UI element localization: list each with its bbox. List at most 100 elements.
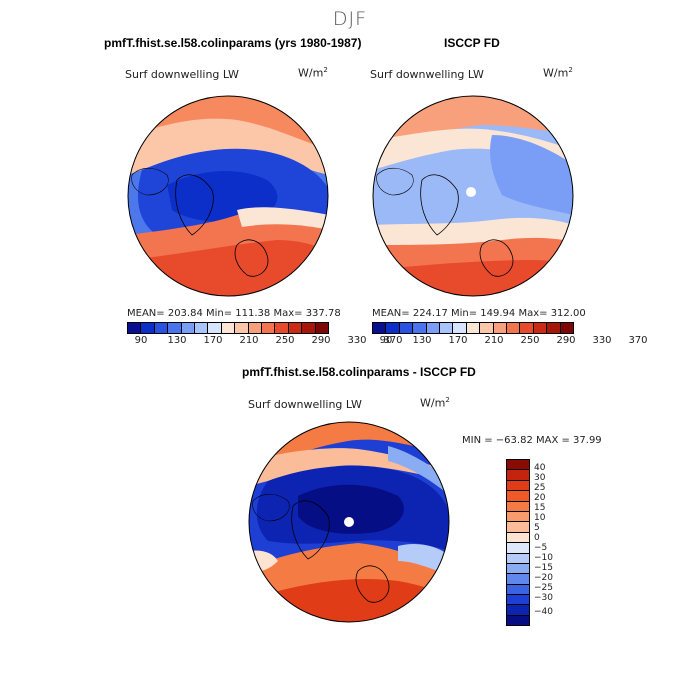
colorbar-tick: 130 bbox=[167, 335, 187, 346]
colorbar-right-bin bbox=[386, 323, 400, 333]
colorbar-diff-bin bbox=[507, 491, 529, 502]
colorbar-right-bin bbox=[480, 323, 494, 333]
colorbar-right-bin bbox=[533, 323, 548, 333]
colorbar-diff-bin bbox=[507, 532, 529, 544]
colorbar-tick: 370 bbox=[383, 335, 403, 346]
colorbar-right-bin bbox=[560, 323, 574, 333]
colorbar-left-bin bbox=[128, 323, 142, 333]
panel-left-units: W/m2 bbox=[298, 66, 328, 80]
colorbar-left-bin bbox=[208, 323, 222, 333]
colorbar-tick: 330 bbox=[347, 335, 367, 346]
map-diff-greenland-outline bbox=[291, 500, 330, 560]
colorbar-diff-bin bbox=[507, 595, 529, 606]
colorbar-right-bin bbox=[507, 323, 521, 333]
colorbar-diff-tick: 10 bbox=[534, 513, 546, 523]
map-right-pole-mask bbox=[466, 187, 476, 197]
map-left-scandinavia-outline bbox=[234, 239, 269, 277]
colorbar-diff-tick: −20 bbox=[534, 573, 553, 583]
panel-left-variable: Surf downwelling LW bbox=[125, 68, 239, 81]
colorbar-left-bin bbox=[141, 323, 155, 333]
colorbar-left-bin bbox=[181, 323, 196, 333]
colorbar-left-bin bbox=[262, 323, 276, 333]
map-right-greenland-outline bbox=[420, 174, 459, 236]
map-right-coast-outline bbox=[376, 167, 414, 196]
panel-diff-stats: MIN = −63.82 MAX = 37.99 bbox=[462, 435, 602, 446]
colorbar-left-bin bbox=[154, 323, 169, 333]
colorbar-diff-tick: 0 bbox=[534, 533, 540, 543]
panel-right-title: ISCCP FD bbox=[444, 36, 500, 50]
map-left-boundary bbox=[127, 95, 329, 297]
colorbar-left-bin bbox=[315, 323, 329, 333]
map-left-pale-strip bbox=[237, 207, 328, 230]
colorbar-right-bin bbox=[440, 323, 454, 333]
colorbar-left bbox=[127, 322, 329, 334]
colorbar-tick: 90 bbox=[379, 335, 393, 346]
colorbar-tick: 90 bbox=[134, 335, 148, 346]
map-diff-deep-core bbox=[298, 484, 404, 534]
map-diff-scandinavia-outline bbox=[355, 565, 390, 603]
colorbar-diff-tick: 40 bbox=[534, 463, 546, 473]
map-left-pale-band bbox=[128, 118, 328, 175]
colorbar-diff-bin bbox=[507, 470, 529, 481]
colorbar-diff-tick: 20 bbox=[534, 493, 546, 503]
map-right-mid-blue bbox=[490, 135, 573, 215]
colorbar-right-bin bbox=[399, 323, 414, 333]
panel-diff-units: W/m2 bbox=[420, 396, 450, 410]
colorbar-left-bin bbox=[235, 323, 249, 333]
colorbar-diff-tick: −40 bbox=[534, 607, 553, 617]
colorbar-diff-tick: 15 bbox=[534, 503, 546, 513]
colorbar-left-bin bbox=[248, 323, 263, 333]
colorbar-right bbox=[372, 322, 574, 334]
map-diff bbox=[248, 421, 450, 623]
colorbar-tick: 250 bbox=[275, 335, 295, 346]
colorbar-diff-bin bbox=[507, 480, 529, 492]
season-title: DJF bbox=[332, 8, 368, 30]
colorbar-left-bin bbox=[288, 323, 303, 333]
colorbar-right-bin bbox=[453, 323, 467, 333]
panel-right-variable: Surf downwelling LW bbox=[370, 68, 484, 81]
colorbar-diff-tick: −30 bbox=[534, 593, 553, 603]
colorbar-tick: 130 bbox=[412, 335, 432, 346]
colorbar-right-bin bbox=[413, 323, 427, 333]
map-diff-boundary bbox=[248, 421, 450, 623]
colorbar-left-ticks: 90 130 170 210 250 290 330 370 bbox=[123, 335, 411, 346]
colorbar-tick: 250 bbox=[520, 335, 540, 346]
colorbar-left-bin bbox=[195, 323, 209, 333]
colorbar-diff-bin bbox=[507, 511, 529, 523]
colorbar-tick: 170 bbox=[448, 335, 468, 346]
map-diff-coast-outline bbox=[252, 493, 290, 522]
colorbar-tick: 370 bbox=[628, 335, 648, 346]
panel-diff-title: pmfT.fhist.se.l58.colinparams - ISCCP FD bbox=[242, 365, 476, 379]
map-left-warm-north bbox=[128, 96, 328, 165]
colorbar-tick: 210 bbox=[484, 335, 504, 346]
panel-right-units: W/m2 bbox=[543, 66, 573, 80]
colorbar-diff-tick: 5 bbox=[534, 523, 540, 533]
colorbar-diff bbox=[506, 459, 530, 627]
colorbar-tick: 330 bbox=[592, 335, 612, 346]
colorbar-left-bin bbox=[275, 323, 289, 333]
colorbar-diff-bin bbox=[507, 543, 529, 554]
colorbar-left-bin bbox=[168, 323, 182, 333]
colorbar-tick: 170 bbox=[203, 335, 223, 346]
colorbar-diff-tick: −15 bbox=[534, 563, 553, 573]
colorbar-tick: 290 bbox=[556, 335, 576, 346]
panel-left-title: pmfT.fhist.se.l58.colinparams (yrs 1980-… bbox=[104, 36, 362, 50]
colorbar-diff-bin bbox=[507, 553, 529, 564]
colorbar-diff-bin bbox=[507, 460, 529, 471]
colorbar-left-bin bbox=[302, 323, 316, 333]
colorbar-left-bin bbox=[221, 323, 236, 333]
colorbar-tick: 290 bbox=[311, 335, 331, 346]
colorbar-diff-tick: −25 bbox=[534, 583, 553, 593]
colorbar-right-bin bbox=[373, 323, 387, 333]
map-diff-pole-mask bbox=[344, 517, 354, 527]
colorbar-right-bin bbox=[547, 323, 561, 333]
colorbar-diff-bin bbox=[507, 563, 529, 575]
map-diff-light-streak bbox=[388, 446, 449, 496]
colorbar-diff-bin bbox=[507, 574, 529, 585]
colorbar-tick: 210 bbox=[239, 335, 259, 346]
colorbar-right-ticks: 90 130 170 210 250 290 330 370 bbox=[368, 335, 656, 346]
colorbar-diff-tick: −5 bbox=[534, 543, 548, 553]
map-right-scandinavia-outline bbox=[479, 239, 514, 277]
panel-left-stats: MEAN= 203.84 Min= 111.38 Max= 337.78 bbox=[127, 308, 341, 319]
colorbar-right-bin bbox=[520, 323, 534, 333]
